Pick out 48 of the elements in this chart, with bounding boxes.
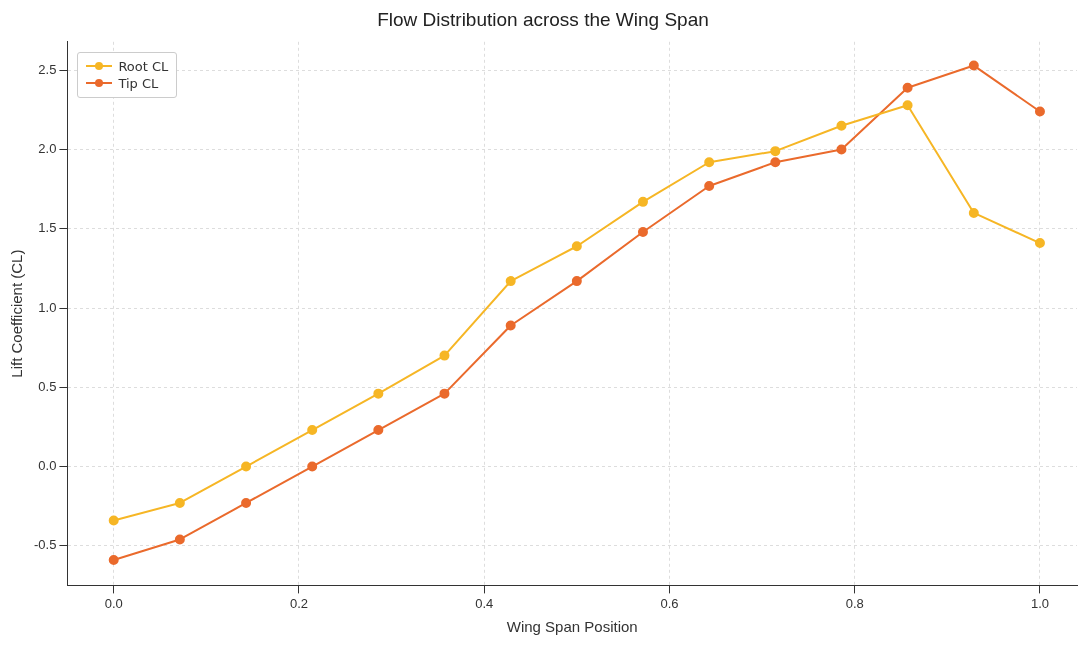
x-axis-title: Wing Span Position (506, 618, 638, 636)
y-tick-label: 2.0 (38, 141, 57, 157)
point (307, 461, 318, 472)
y-axis-title: Lift Coefficient (CL) (8, 249, 26, 378)
point (770, 157, 781, 168)
point (902, 100, 913, 111)
point (108, 515, 119, 526)
point (108, 555, 119, 566)
point (1034, 238, 1045, 249)
y-tick-label: 2.5 (38, 61, 57, 77)
point (704, 181, 715, 192)
x-tick-label: 0.4 (475, 595, 494, 611)
point (968, 60, 979, 71)
point (174, 534, 185, 545)
y-tick-label: 1.5 (38, 220, 57, 236)
x-tick-label: 0.6 (660, 595, 679, 611)
point (439, 350, 450, 361)
x-tick-label: 1.0 (1030, 595, 1049, 611)
y-tick-label: -0.5 (33, 537, 57, 553)
point (241, 497, 252, 508)
y-tick-label: 0.5 (38, 378, 57, 394)
point (836, 144, 847, 155)
point (902, 82, 913, 93)
point (770, 146, 781, 157)
chart-title: Flow Distribution across the Wing Span (377, 8, 709, 30)
x-tick-label: 0.2 (289, 595, 308, 611)
point (505, 320, 516, 331)
point (373, 388, 384, 399)
legend-label: Root CL (118, 58, 169, 74)
point (373, 425, 384, 436)
point (571, 241, 582, 252)
point (637, 226, 648, 237)
x-tick-label: 0.8 (845, 595, 864, 611)
point (241, 461, 252, 472)
x-tick-label: 0.0 (104, 595, 123, 611)
point (505, 276, 516, 287)
point (571, 276, 582, 287)
point (637, 196, 648, 207)
point (704, 157, 715, 168)
point (174, 497, 185, 508)
y-tick-label: 1.0 (38, 299, 57, 315)
legend-label: Tip CL (118, 75, 159, 91)
y-tick-label: 0.0 (38, 458, 57, 474)
point (968, 207, 979, 218)
point (307, 425, 318, 436)
point (439, 388, 450, 399)
point (836, 120, 847, 131)
point (1034, 106, 1045, 117)
